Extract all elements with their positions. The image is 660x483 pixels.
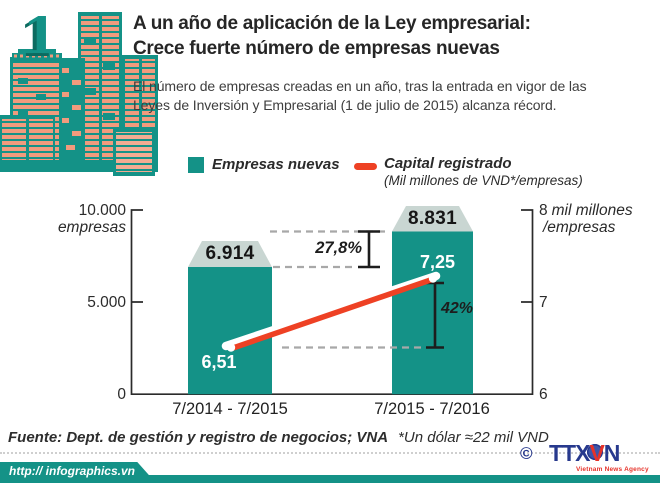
building-tall — [78, 12, 122, 172]
subtitle-line-1: El número de empresas creadas en un año,… — [133, 78, 587, 94]
exchange-note: *Un dólar ≈22 mil VND — [398, 429, 549, 446]
line-value-2015-2016: 7,25 — [419, 252, 456, 272]
bar-cap-2014-2015 — [188, 241, 272, 267]
city-illustration: 1 1 — [0, 8, 158, 176]
title-line-1: A un año de aplicación de la Ley empresa… — [133, 13, 531, 34]
right-axis-tick-8-num: 8 — [539, 202, 548, 219]
numeral-front: 1 — [23, 8, 58, 65]
bar-cap-2015-2016 — [392, 206, 473, 232]
legend-bar-label: Empresas nuevas — [212, 156, 340, 173]
annotation-line-growth: 42% — [441, 300, 474, 317]
right-axis-unit-words: mil millones — [551, 202, 633, 219]
url-ribbon — [0, 462, 156, 483]
bracket-bar-growth — [358, 230, 380, 269]
legend-line-sublabel: (Mil millones de VND*/empresas) — [384, 173, 583, 188]
globe-icon: V — [587, 440, 605, 467]
page-subtitle: El número de empresas creadas en un año,… — [133, 77, 587, 115]
copyright-icon: © — [520, 444, 533, 463]
source-text: Fuente: Dept. de gestión y registro de n… — [8, 429, 389, 446]
right-axis-tick-6: 6 — [539, 386, 548, 403]
bottom-teal-bar — [0, 475, 660, 483]
line-value-2014-2015: 6,51 — [201, 352, 237, 372]
left-axis-tick-5000: 5.000 — [87, 294, 126, 311]
left-axis-unit-label: empresas — [57, 219, 126, 236]
numeral-shadow: 1 — [19, 9, 54, 68]
bar-value-2014-2015: 6.914 — [205, 243, 255, 264]
legend-line-label: Capital registrado — [384, 155, 512, 172]
legend-bar-swatch — [188, 157, 204, 173]
capital-line — [230, 276, 435, 351]
capital-point-end — [428, 274, 438, 283]
left-axis-tick-10000: 10.000 — [78, 202, 126, 219]
bar-value-2015-2016: 8.831 — [407, 208, 458, 229]
annotation-bar-growth: 27,8% — [315, 239, 362, 257]
right-axis-unit-label: /empresas — [543, 219, 616, 236]
page-title: A un año de aplicación de la Ley empresa… — [133, 11, 531, 61]
dotted-separator — [0, 452, 660, 454]
building-front-right — [113, 128, 155, 176]
logo-ttx: TTX — [549, 440, 590, 466]
subtitle-line-2: Leyes de Inversión y Empresarial (1 de j… — [133, 97, 557, 113]
combo-chart — [130, 206, 534, 396]
right-axis-tick-8: 8 mil millones — [539, 202, 633, 220]
source-line: Fuente: Dept. de gestión y registro de n… — [8, 429, 549, 446]
axes-frame — [130, 209, 534, 396]
title-line-2: Crece fuerte número de empresas nuevas — [133, 38, 500, 59]
capital-point-start — [226, 343, 236, 352]
bar-2014-2015 — [188, 267, 272, 395]
legend-line-swatch — [354, 163, 377, 170]
left-axis-tick-0: 0 — [117, 386, 126, 403]
numeral-one-monument: 1 1 — [12, 8, 62, 68]
ttxvn-logo: TTX VN — [549, 440, 621, 467]
bar-2015-2016 — [392, 231, 473, 395]
logo-n: N — [603, 440, 621, 466]
infographics-url: http:// infographics.vn — [9, 464, 135, 478]
logo-subtext: Vietnam News Agency — [576, 466, 649, 473]
x-axis-label-2014-2015: 7/2014 - 7/2015 — [172, 400, 288, 418]
right-axis-tick-7: 7 — [539, 294, 548, 311]
logo-v: V — [589, 440, 604, 466]
x-axis-label-2015-2016: 7/2015 - 7/2016 — [374, 400, 490, 418]
